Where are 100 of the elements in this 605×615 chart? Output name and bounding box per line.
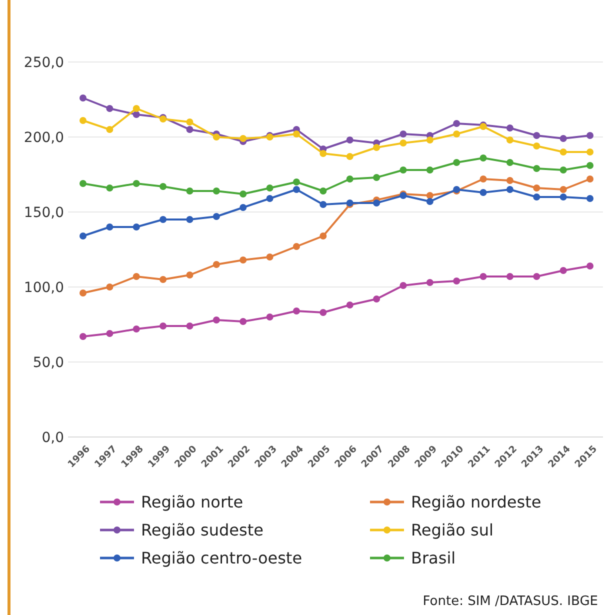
point [106,284,114,290]
legend-label: Região sudeste [141,520,264,540]
point [533,273,540,280]
point [373,144,380,151]
point [320,188,327,194]
point [533,132,540,139]
point [480,176,487,182]
point [480,273,487,280]
point [586,262,594,270]
point [400,130,407,138]
point [346,176,354,182]
point [266,184,274,192]
y-tick-label: 100,0 [24,280,64,296]
point [80,232,86,240]
point [560,148,567,156]
point [560,186,567,193]
legend-label: Brasil [411,548,456,568]
point [240,135,247,142]
y-tick-label: 200,0 [24,130,64,146]
legend-label: Região centro-oeste [141,548,302,568]
point [160,183,167,190]
point [560,267,567,274]
point [186,322,194,330]
point [586,176,594,182]
point [240,318,247,325]
point [586,148,594,156]
point [533,184,540,192]
point [292,130,300,138]
point [240,256,247,264]
point [533,142,540,150]
point [266,254,274,260]
point [560,166,567,174]
point [586,162,594,169]
point [426,136,434,144]
point [292,308,300,314]
point [320,232,327,240]
point [453,120,460,127]
point [400,140,407,146]
legend-label: Região nordeste [411,492,542,512]
point [480,154,487,162]
point [586,195,594,202]
point [426,198,434,205]
point [320,150,327,157]
point [132,224,140,230]
point [106,330,114,337]
point [506,159,514,166]
point [160,216,167,223]
point [400,166,407,174]
point [266,314,274,320]
point [400,282,407,289]
point [586,132,594,139]
y-tick-label: 0,0 [42,430,64,446]
source-note: Fonte: SIM /DATASUS. IBGE [422,594,598,609]
point [106,184,114,192]
point [132,180,140,187]
point [320,201,327,208]
y-tick-label: 50,0 [32,354,64,371]
point [292,178,300,186]
point [533,194,540,200]
point [132,111,140,118]
point [132,105,140,112]
point [506,124,514,132]
point [426,166,434,174]
point [346,302,354,308]
point [453,278,460,284]
point [292,186,300,193]
point [292,243,300,250]
point [106,105,114,112]
point [373,200,380,206]
point [506,177,514,184]
point [240,204,247,211]
point [533,165,540,172]
point [453,130,460,138]
point [506,273,514,280]
point [560,135,567,142]
legend-label: Região norte [141,492,244,512]
point [212,261,220,268]
point [80,117,86,124]
point [560,194,567,200]
point [186,216,194,223]
point [346,153,354,160]
point [212,134,220,140]
y-tick-label: 150,0 [24,204,64,221]
point [80,180,86,187]
point [212,316,220,324]
legend-label: Região sul [411,520,494,540]
point [240,190,247,198]
point [266,195,274,202]
point [320,309,327,316]
point [160,276,167,283]
point [132,326,140,332]
point [346,136,354,144]
point [186,188,194,194]
point [373,174,380,181]
point [212,213,220,220]
point [212,188,220,194]
point [160,322,167,330]
point [186,126,194,133]
point [80,333,86,340]
point [453,159,460,166]
